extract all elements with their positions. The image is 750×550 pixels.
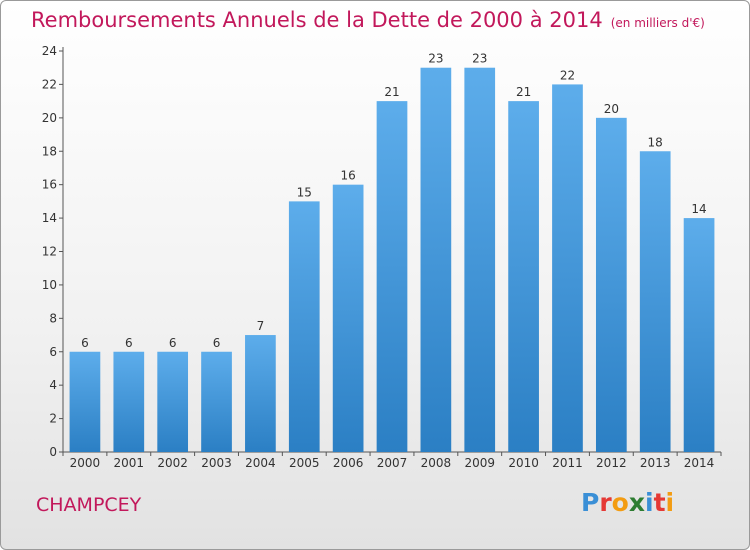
city-name: CHAMPCEY [36,494,142,516]
x-tick-label: 2001 [114,456,145,470]
x-tick-label: 2013 [640,456,671,470]
chart-title-text: Remboursements Annuels de la Dette de 20… [31,8,603,32]
y-tick-label: 14 [42,211,57,225]
x-tick-label: 2007 [377,456,408,470]
logo-letter: o [611,488,629,517]
x-tick-label: 2010 [508,456,539,470]
bar [288,201,320,452]
y-tick-label: 0 [49,445,57,459]
logo-letter: x [628,488,645,517]
logo-letter: P [581,488,600,517]
x-tick-label: 2009 [464,456,495,470]
logo-letter: r [599,488,612,517]
bar [508,101,539,452]
x-tick-label: 2003 [201,456,232,470]
bar-value-label: 21 [516,85,531,99]
chart-title: Remboursements Annuels de la Dette de 20… [31,8,705,32]
x-tick-label: 2000 [70,456,101,470]
bar-value-label: 21 [384,85,399,99]
y-tick-label: 24 [42,44,57,58]
bar [201,351,232,452]
bar [376,101,408,452]
bar-value-label: 7 [257,319,265,333]
bar-value-label: 14 [691,202,706,216]
bar [464,67,496,452]
chart-unit: (en milliers d'€) [610,16,705,30]
x-tick-label: 2004 [245,456,276,470]
y-tick-label: 4 [49,378,57,392]
bar [69,351,101,452]
bar [113,351,145,452]
y-tick-label: 16 [42,178,57,192]
x-tick-label: 2012 [596,456,627,470]
x-tick-label: 2002 [157,456,188,470]
logo-letter: t [653,488,666,517]
bar-value-label: 20 [604,102,619,116]
y-tick-label: 8 [49,311,57,325]
bar [157,351,189,452]
bar-value-label: 6 [81,336,89,350]
bar-value-label: 15 [297,185,312,199]
bar [245,335,276,452]
bar [683,218,715,452]
proxiti-logo: Proxiti [581,488,674,517]
y-tick-label: 22 [42,77,57,91]
bar-value-label: 6 [213,336,221,350]
x-tick-label: 2011 [552,456,583,470]
bar-value-label: 18 [648,135,663,149]
bar-value-label: 16 [340,169,355,183]
bar [552,84,583,453]
logo-letter: i [645,488,654,517]
y-tick-label: 18 [42,144,57,158]
y-tick-label: 20 [42,111,57,125]
bar-value-label: 22 [560,68,575,82]
bar-value-label: 23 [428,52,443,66]
x-tick-label: 2014 [684,456,715,470]
y-tick-label: 6 [49,345,57,359]
bar-value-label: 23 [472,52,487,66]
x-tick-label: 2005 [289,456,320,470]
bar [332,184,364,452]
bar [595,117,627,452]
logo-letter: i [665,488,675,517]
y-tick-label: 12 [42,245,57,259]
bar-value-label: 6 [125,336,133,350]
bar [420,67,452,452]
x-tick-label: 2008 [421,456,452,470]
y-tick-label: 2 [49,412,57,426]
bar [639,151,671,452]
x-tick-label: 2006 [333,456,364,470]
bar-value-label: 6 [169,336,177,350]
y-tick-label: 10 [42,278,57,292]
